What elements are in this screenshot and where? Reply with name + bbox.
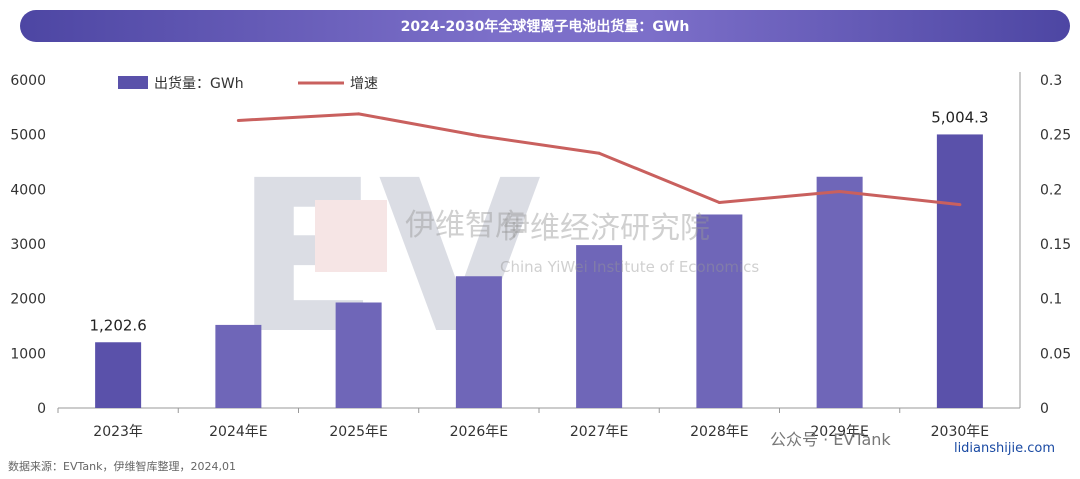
y-right-tick-label: 0.2 [1040,182,1062,198]
bar [936,134,983,409]
x-tick-label: 2029年E [810,424,868,440]
bar [335,302,382,408]
source-note: 数据来源：EVTank，伊维智库整理，2024,01 [8,460,236,473]
x-tick-label: 2025年E [329,424,387,440]
watermark-social: 公众号 · EVTank [770,430,891,449]
bar [95,342,142,408]
chart-title: 2024-2030年全球锂离子电池出货量：GWh [400,19,690,35]
legend-swatch-bar [118,76,148,89]
y-left-tick-label: 2000 [10,292,46,308]
growth-point [838,190,842,194]
watermark-logo: EV [235,135,541,380]
watermark-org-full: 伊维经济研究院 [500,211,710,246]
watermark-site: lidianshijie.com [950,440,1058,457]
x-tick-label: 2027年E [570,424,628,440]
legend-label-line: 增速 [350,76,378,92]
growth-point [357,112,361,116]
x-tick-label: 2030年E [931,424,989,440]
growth-point [717,200,721,204]
y-left-tick-label: 3000 [10,237,46,253]
bar-data-label: 5,004.3 [931,108,988,126]
y-left-tick-label: 4000 [10,182,46,198]
bar-data-label: 1,202.6 [89,316,146,334]
x-tick-label: 2028年E [690,424,748,440]
y-right-tick-label: 0 [1040,401,1049,417]
bar [576,245,623,408]
y-left-tick-label: 1000 [10,346,46,362]
y-right-tick-label: 0.05 [1040,346,1071,362]
bar [455,276,502,408]
watermark-seal [315,200,387,272]
y-right-tick-label: 0.25 [1040,128,1071,144]
bar [696,214,743,408]
y-left-tick-label: 6000 [10,73,46,89]
growth-point [236,118,240,122]
x-tick-label: 2023年 [93,424,143,440]
chart-title-banner: 2024-2030年全球锂离子电池出货量：GWh [20,10,1070,42]
growth-point [477,134,481,138]
legend-label-bar: 出货量：GWh [154,75,244,92]
y-left-tick-label: 5000 [10,128,46,144]
y-right-tick-label: 0.1 [1040,292,1062,308]
x-tick-label: 2024年E [209,424,267,440]
growth-point [597,151,601,155]
bar [215,324,262,408]
growth-point [958,203,962,207]
x-tick-label: 2026年E [450,424,508,440]
y-right-tick-label: 0.15 [1040,237,1071,253]
y-left-tick-label: 0 [37,401,46,417]
watermark-org-cn: 伊维智库 [405,208,525,243]
watermark-org-en: China YiWei Institute of Economics [500,258,760,276]
y-right-tick-label: 0.3 [1040,73,1062,89]
bar [816,176,863,408]
